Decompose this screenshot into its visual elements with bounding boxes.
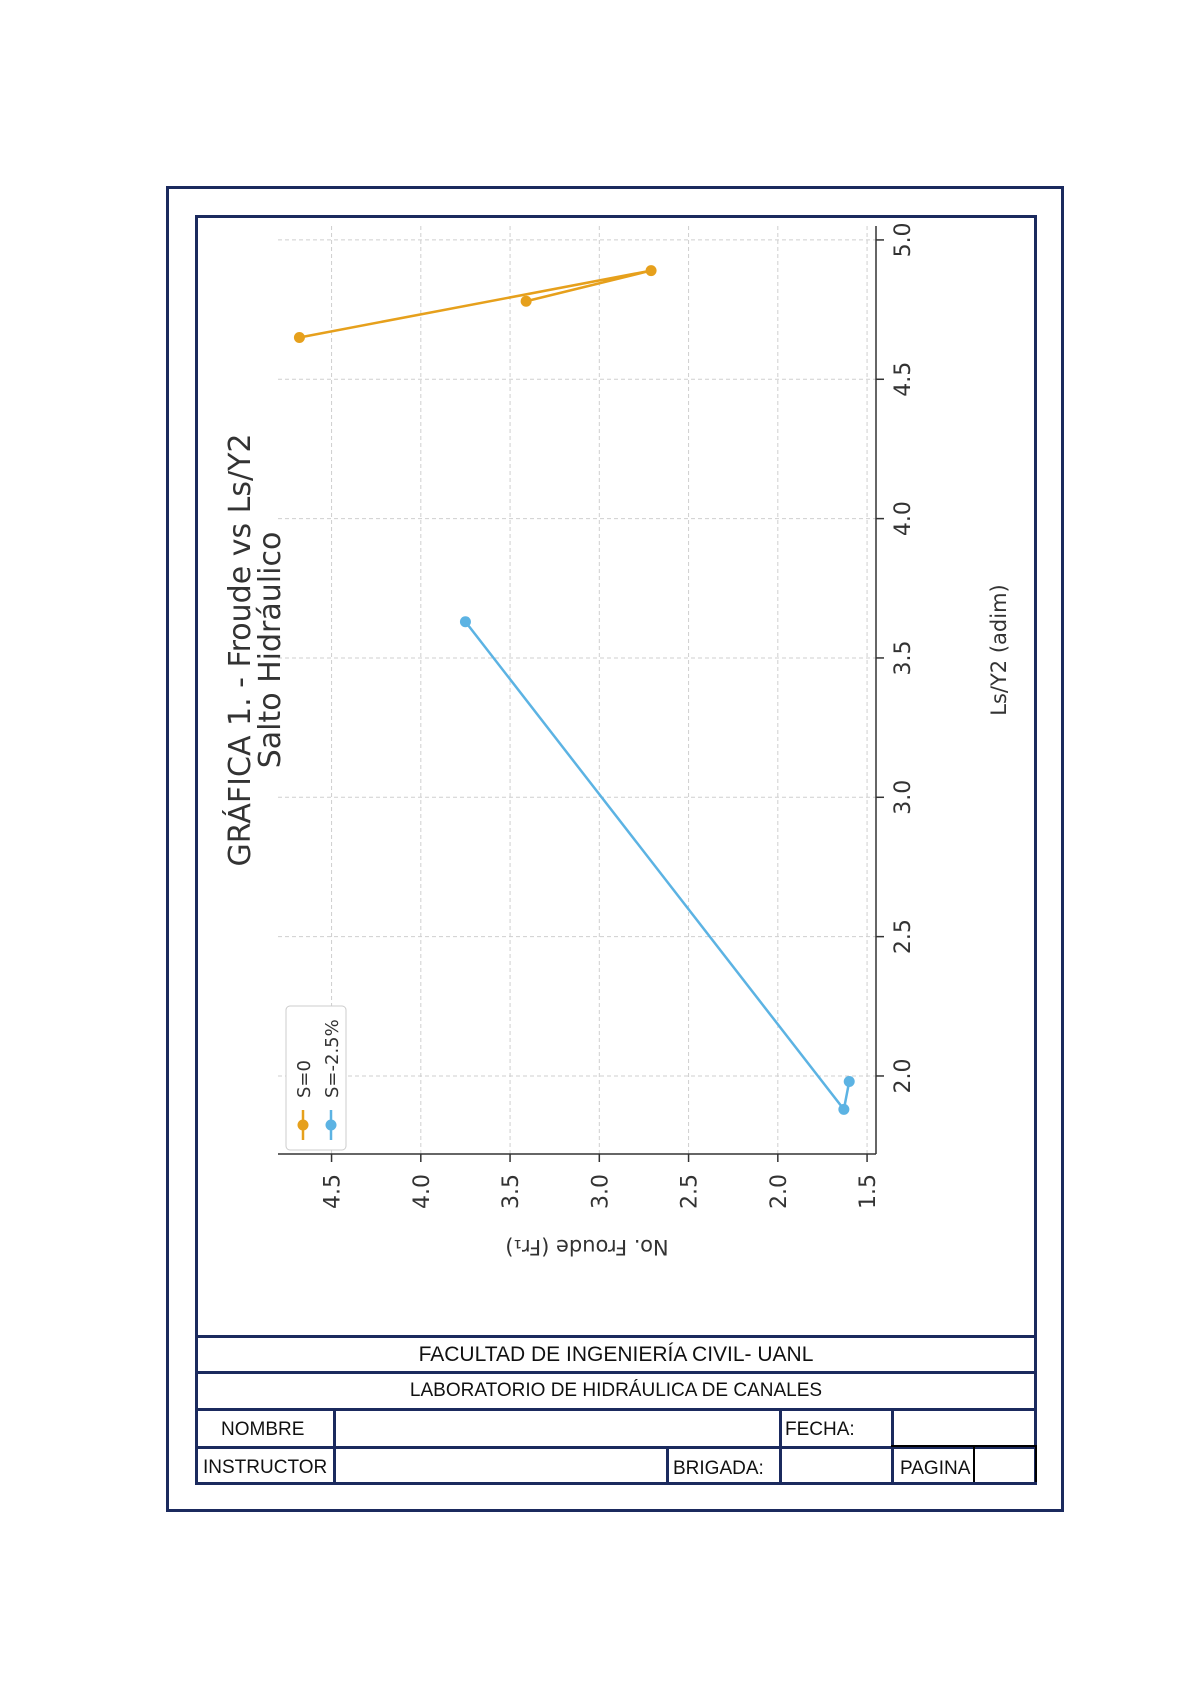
y-axis-label: No. Froude (Fr₁) (505, 1235, 668, 1259)
x-tick-label: 3.0 (891, 780, 916, 815)
legend-label: S=-2.5% (322, 1019, 343, 1098)
instructor-label: INSTRUCTOR (203, 1457, 328, 1478)
divider-date-column (779, 1408, 782, 1485)
chart-subtitle: Salto Hidráulico (253, 532, 288, 769)
y-tick-label: 2.0 (767, 1174, 792, 1209)
x-tick-label: 4.0 (891, 501, 916, 536)
legend-swatch-marker (325, 1119, 337, 1131)
divider-page-end (1035, 1447, 1037, 1485)
page-box-top (891, 1445, 1037, 1447)
y-tick-label: 4.5 (321, 1174, 346, 1209)
y-tick-label: 1.5 (856, 1174, 881, 1209)
outer-border (166, 186, 1064, 1512)
y-tick-label: 2.5 (678, 1174, 703, 1209)
data-point (843, 1076, 855, 1088)
instructor-row: INSTRUCTOR BRIGADA: PAGINA (195, 1446, 1037, 1485)
y-tick-label: 3.5 (499, 1174, 524, 1209)
faculty-label: FACULTAD DE INGENIERÍA CIVIL- UANL (418, 1343, 814, 1366)
y-tick-label: 4.0 (410, 1174, 435, 1209)
name-label: NOMBRE (221, 1419, 305, 1440)
data-point (520, 295, 532, 307)
chart-area: 2.0 2.5 3.0 3.5 4.0 4.5 5.0 1.5 2.0 2.5 3.0 3.5 4.0 4… (198, 218, 1034, 1335)
froude-chart: 2.0 2.5 3.0 3.5 4.0 4.5 5.0 1.5 2.0 2.5 3.0 3.5 4.0 4… (222, 222, 1011, 1259)
brigade-label: BRIGADA: (673, 1458, 764, 1479)
page-label: PAGINA (900, 1458, 971, 1479)
legend-label: S=0 (294, 1060, 315, 1098)
x-tick-label: 2.5 (891, 919, 916, 954)
data-point (838, 1103, 850, 1115)
divider-page (973, 1447, 975, 1485)
faculty-row: FACULTAD DE INGENIERÍA CIVIL- UANL (195, 1335, 1037, 1371)
x-tick-label: 5.0 (891, 222, 916, 257)
legend-swatch-marker (297, 1119, 309, 1131)
x-tick-label: 3.5 (891, 640, 916, 675)
x-tick-label: 4.5 (891, 362, 916, 397)
lab-row: LABORATORIO DE HIDRÁULICA DE CANALES (195, 1371, 1037, 1408)
name-row: NOMBRE FECHA: (195, 1408, 1037, 1446)
x-axis-label: Ls/Y2 (adim) (987, 584, 1011, 715)
date-label: FECHA: (785, 1419, 855, 1440)
title-block: FACULTAD DE INGENIERÍA CIVIL- UANL LABOR… (195, 1335, 1037, 1485)
series-line (299, 269, 652, 339)
data-point (645, 265, 657, 277)
series-line (464, 620, 851, 1113)
data-point (459, 616, 471, 628)
divider-label-column (333, 1408, 336, 1485)
x-tick-label: 2.0 (891, 1058, 916, 1093)
lab-label: LABORATORIO DE HIDRÁULICA DE CANALES (409, 1380, 823, 1401)
bottom-rule (195, 1482, 1037, 1485)
chart-title: GRÁFICA 1. - Froude vs Ls/Y2 (222, 434, 258, 867)
data-point (293, 331, 305, 343)
y-tick-label: 3.0 (588, 1174, 613, 1209)
divider-brigade (666, 1446, 669, 1485)
